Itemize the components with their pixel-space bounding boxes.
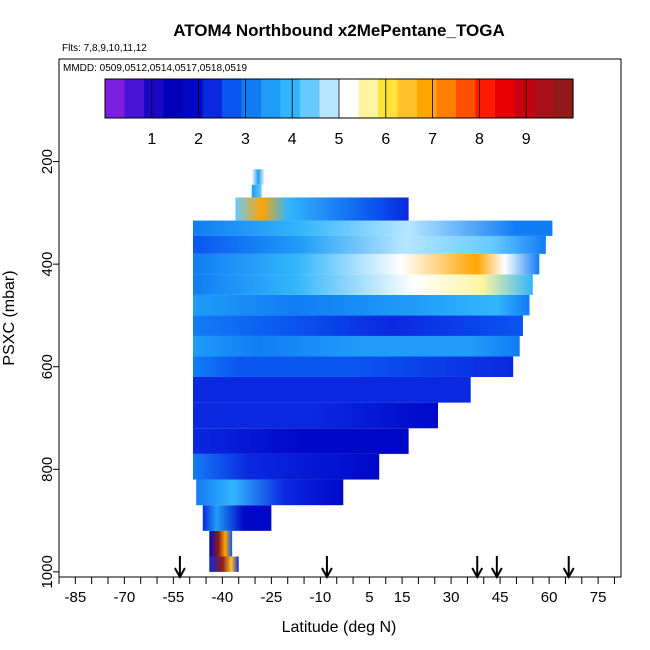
colorbar-cell bbox=[319, 79, 340, 118]
colorbar-tick-label: 4 bbox=[288, 131, 297, 148]
colorbar-cell bbox=[222, 79, 243, 118]
colorbar-cell bbox=[261, 79, 282, 118]
mmdd-label: MMDD: 0509,0512,0514,0517,0518,0519 bbox=[63, 63, 247, 74]
y-tick-label: 600 bbox=[39, 354, 56, 379]
colorbar-cell bbox=[436, 79, 457, 118]
heatmap-band bbox=[192, 453, 380, 480]
x-tick-label: -55 bbox=[163, 589, 185, 606]
colorbar-cell bbox=[358, 79, 379, 118]
heatmap-band bbox=[192, 402, 439, 429]
colorbar-cell bbox=[417, 79, 438, 118]
heatmap-band bbox=[192, 294, 530, 316]
colorbar: 1 2 3 4 5 6 7 8 9 bbox=[104, 78, 574, 148]
y-tick-label: 800 bbox=[39, 457, 56, 482]
heatmap-band bbox=[209, 530, 233, 557]
colorbar-tick-label: 5 bbox=[335, 131, 344, 148]
colorbar-cell bbox=[495, 79, 516, 118]
colorbar-tick-label: 9 bbox=[522, 131, 531, 148]
arrow-head bbox=[321, 567, 333, 580]
y-axis: 200 400 600 800 1000 bbox=[39, 149, 59, 589]
x-tick-label: -70 bbox=[114, 589, 136, 606]
heatmap-band bbox=[196, 479, 344, 506]
colorbar-tick-label: 2 bbox=[194, 131, 203, 148]
heatmap-band bbox=[235, 197, 409, 221]
colorbar-cell bbox=[105, 79, 126, 118]
colorbar-cell bbox=[534, 79, 555, 118]
x-tick-label: 30 bbox=[443, 589, 460, 606]
colorbar-cell bbox=[475, 79, 496, 118]
heatmap-band bbox=[251, 169, 265, 185]
colorbar-cell bbox=[124, 79, 145, 118]
latitude-arrows bbox=[174, 556, 575, 580]
colorbar-cell bbox=[202, 79, 223, 118]
data-layer bbox=[192, 169, 553, 572]
x-tick-label: 5 bbox=[365, 589, 373, 606]
x-tick-label: -10 bbox=[310, 589, 332, 606]
x-tick-label: 15 bbox=[394, 589, 411, 606]
x-tick-label: -40 bbox=[212, 589, 234, 606]
colorbar-tick-label: 6 bbox=[381, 131, 390, 148]
x-tick-label: -85 bbox=[64, 589, 86, 606]
colorbar-cell bbox=[300, 79, 321, 118]
x-tick-label: 75 bbox=[590, 589, 607, 606]
colorbar-cell bbox=[553, 79, 574, 118]
heatmap-band bbox=[192, 376, 471, 403]
x-tick-label: 45 bbox=[492, 589, 509, 606]
x-tick-label: -25 bbox=[261, 589, 283, 606]
colorbar-tick-label: 8 bbox=[475, 131, 484, 148]
heatmap-band bbox=[192, 253, 540, 275]
heatmap-band bbox=[192, 274, 533, 295]
heatmap-band bbox=[192, 315, 523, 336]
chart-title: ATOM4 Northbound x2MePentane_TOGA bbox=[173, 21, 505, 40]
heatmap-band bbox=[251, 184, 262, 198]
colorbar-tick-label: 7 bbox=[428, 131, 437, 148]
x-axis: -85 -70 -55 -40 -25 -10 5 15 30 45 60 75 bbox=[58, 577, 615, 606]
arrow-head bbox=[174, 567, 186, 580]
heatmap-band bbox=[209, 556, 239, 572]
y-tick-label: 1000 bbox=[39, 555, 56, 588]
colorbar-cell bbox=[280, 79, 301, 118]
colorbar-cell bbox=[397, 79, 418, 118]
heatmap-band bbox=[192, 428, 409, 454]
colorbar-cell bbox=[339, 79, 360, 118]
colorbar-cell bbox=[241, 79, 262, 118]
plot-frame bbox=[58, 58, 622, 578]
arrow-head bbox=[562, 567, 575, 580]
heatmap-band bbox=[192, 235, 546, 254]
colorbar-cell bbox=[456, 79, 477, 118]
x-axis-label: Latitude (deg N) bbox=[282, 619, 397, 636]
colorbar-tick-label: 3 bbox=[241, 131, 250, 148]
heatmap-band bbox=[192, 335, 520, 357]
colorbar-cell bbox=[378, 79, 399, 118]
heatmap-band bbox=[192, 220, 553, 236]
x-tick-label: 60 bbox=[541, 589, 558, 606]
y-tick-label: 400 bbox=[39, 252, 56, 277]
flights-label: Flts: 7,8,9,10,11,12 bbox=[62, 43, 147, 54]
y-axis-label: PSXC (mbar) bbox=[1, 270, 18, 365]
y-tick-label: 200 bbox=[39, 149, 56, 174]
colorbar-cell bbox=[183, 79, 204, 118]
heatmap-band bbox=[202, 505, 272, 531]
colorbar-cell bbox=[144, 79, 165, 118]
colorbar-tick-label: 1 bbox=[147, 131, 156, 148]
arrow-head bbox=[471, 567, 484, 580]
heatmap-band bbox=[192, 356, 514, 377]
colorbar-cell bbox=[514, 79, 535, 118]
colorbar-cell bbox=[163, 79, 184, 118]
arrow-head bbox=[490, 567, 503, 580]
